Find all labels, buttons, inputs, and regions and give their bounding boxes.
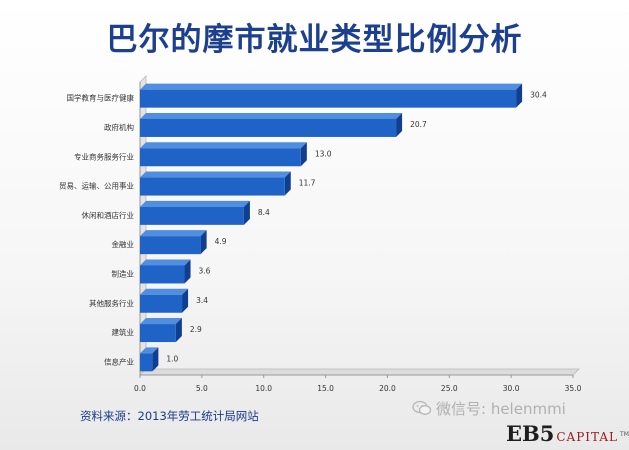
x-tick-label: 35.0 — [565, 384, 582, 393]
category-label: 专业商务服务行业 — [74, 151, 134, 161]
value-label: 3.4 — [196, 296, 208, 305]
x-tick-label: 0.0 — [134, 384, 146, 393]
bar — [140, 236, 201, 255]
bar-top — [140, 230, 207, 237]
bar-top — [140, 259, 191, 266]
value-label: 2.9 — [190, 325, 202, 334]
bar-top — [140, 347, 159, 354]
logo-capital: CAPITAL — [556, 430, 619, 444]
x-tick-label: 30.0 — [503, 384, 520, 393]
bar — [140, 206, 244, 225]
bar — [140, 118, 397, 137]
x-tick-label: 15.0 — [317, 384, 334, 393]
x-tick-label: 10.0 — [255, 384, 272, 393]
bar — [140, 265, 185, 284]
bar-side — [516, 83, 523, 108]
bar-top — [140, 288, 189, 295]
eb5-capital-logo: EB5 CAPITAL TM — [506, 420, 629, 446]
page-title: 巴尔的摩市就业类型比例分析 — [106, 22, 523, 58]
bar-top — [140, 142, 307, 149]
watermark: 微信号: helenmmi — [412, 397, 566, 419]
bar-side — [182, 288, 189, 313]
bar-side — [200, 230, 207, 255]
value-label: 8.4 — [258, 208, 270, 217]
x-tick-label: 20.0 — [379, 384, 396, 393]
bar-top — [140, 112, 403, 119]
value-label: 1.0 — [166, 354, 178, 363]
category-label: 制造业 — [112, 268, 135, 278]
value-label: 3.6 — [199, 266, 211, 275]
category-label: 信息产业 — [104, 356, 134, 366]
bar — [140, 294, 183, 313]
x-tick-label: 5.0 — [196, 384, 208, 393]
bar — [140, 89, 517, 108]
watermark-text: 微信号: helenmmi — [436, 399, 566, 418]
category-label: 建筑业 — [112, 327, 135, 337]
bar-top — [140, 200, 250, 207]
category-label: 国学教育与医疗健康 — [67, 93, 135, 103]
logo-tm: TM — [620, 431, 629, 438]
x-tick-label: 25.0 — [441, 384, 458, 393]
bar — [140, 353, 153, 372]
value-label: 4.9 — [215, 237, 227, 246]
bar-side — [184, 259, 191, 284]
category-label: 政府机构 — [104, 122, 134, 132]
category-label: 贸易、运输、公用事业 — [59, 181, 134, 191]
bar-side — [243, 200, 250, 225]
bar-side — [175, 318, 182, 343]
bar-side — [396, 112, 403, 137]
bar-side — [152, 347, 159, 372]
bar — [140, 324, 176, 343]
category-label: 其他服务行业 — [89, 298, 134, 308]
bar-top — [140, 171, 291, 178]
logo-eb5: EB5 — [506, 421, 555, 446]
bar-side — [300, 142, 307, 167]
category-label: 休闲和酒店行业 — [82, 210, 135, 220]
wechat-icon — [412, 400, 432, 415]
bar-side — [284, 171, 291, 196]
value-label: 30.4 — [530, 91, 547, 100]
bar-top — [140, 318, 182, 325]
value-label: 20.7 — [410, 120, 427, 129]
plot-floor — [139, 368, 580, 376]
bar-top — [140, 83, 523, 90]
bar — [140, 177, 285, 196]
value-label: 13.0 — [315, 149, 332, 158]
bar — [140, 148, 301, 167]
category-label: 金融业 — [112, 239, 135, 249]
source-note: 资料来源：2013年劳工统计局网站 — [80, 409, 259, 423]
value-label: 11.7 — [299, 179, 316, 188]
